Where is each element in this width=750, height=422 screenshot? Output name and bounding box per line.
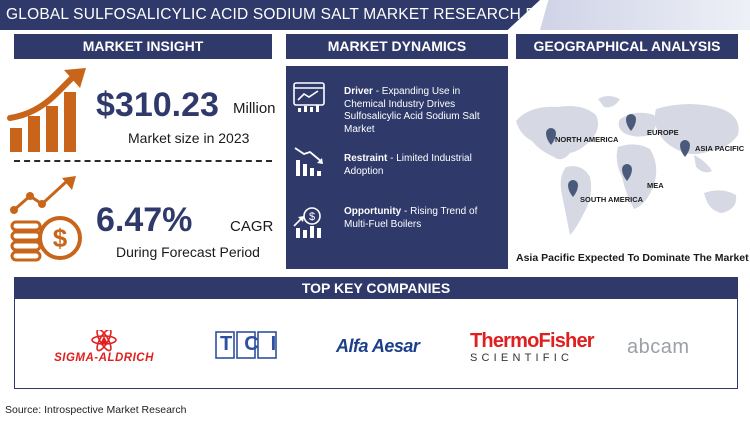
- cagr-value: 6.47%: [96, 201, 193, 239]
- geographical-analysis-heading: GEOGRAPHICAL ANALYSIS: [516, 34, 738, 59]
- restraint-item: Restraint - Limited Industrial Adoption: [344, 153, 504, 178]
- sigma-aldrich-logo: SIGMA-ALDRICH: [36, 328, 172, 373]
- world-map: [516, 96, 739, 235]
- opportunity-label: Opportunity: [344, 206, 402, 217]
- market-insight-heading: MARKET INSIGHT: [14, 34, 272, 59]
- top-key-companies-heading: TOP KEY COMPANIES: [14, 277, 738, 299]
- driver-item: Driver - Expanding Use in Chemical Indus…: [344, 86, 504, 136]
- region-label-mea: MEA: [647, 181, 664, 190]
- market-size-value: $310.23: [96, 86, 219, 124]
- region-label-north-america: NORTH AMERICA: [555, 135, 619, 144]
- declining-bars-icon: [294, 147, 323, 176]
- svg-text:$: $: [53, 223, 68, 253]
- tci-wordmark: TCI: [220, 333, 289, 355]
- market-dynamics-heading: MARKET DYNAMICS: [286, 34, 508, 59]
- opportunity-item: Opportunity - Rising Trend of Multi-Fuel…: [344, 206, 504, 231]
- market-dynamics-panel: Driver - Expanding Use in Chemical Indus…: [286, 66, 508, 269]
- region-label-south-america: SOUTH AMERICA: [580, 195, 644, 204]
- cagr-unit: CAGR: [230, 218, 274, 235]
- sigma-aldrich-wordmark: SIGMA-ALDRICH: [54, 352, 154, 364]
- driver-label: Driver: [344, 86, 373, 97]
- opportunity-text: - Rising Trend of Multi-Fuel Boilers: [344, 206, 478, 230]
- restraint-label: Restraint: [344, 153, 388, 164]
- growth-chart-icon: [7, 68, 86, 152]
- report-title-bar: GLOBAL SULFOSALICYLIC ACID SODIUM SALT M…: [0, 0, 540, 30]
- analytics-icon: [293, 82, 325, 112]
- coin-stack-icon: $: [10, 176, 82, 262]
- section-divider: [14, 160, 272, 162]
- tci-emblem: [215, 331, 277, 359]
- restraint-text: - Limited Industrial Adoption: [344, 153, 472, 177]
- cagr-caption: During Forecast Period: [116, 244, 260, 260]
- title-accent-stripe: [540, 0, 750, 30]
- region-label-europe: EUROPE: [647, 128, 679, 137]
- market-size-unit: Million: [233, 100, 276, 117]
- tci-logo: TCI: [214, 330, 278, 365]
- thermo-fisher-logo: ThermoFisher SCIENTIFIC: [470, 330, 595, 364]
- market-size-caption: Market size in 2023: [128, 130, 250, 146]
- alfa-aesar-logo: Alfa Aesar: [336, 336, 420, 356]
- geo-footnote: Asia Pacific Expected To Dominate The Ma…: [516, 252, 749, 264]
- dollar-growth-icon: $: [293, 207, 321, 238]
- driver-text: - Expanding Use in Chemical Industry Dri…: [344, 86, 480, 135]
- region-label-asia-pacific: ASIA PACIFIC: [695, 144, 745, 153]
- svg-text:$: $: [309, 211, 315, 223]
- thermo-fisher-scientific: SCIENTIFIC: [470, 352, 574, 364]
- sigma-aldrich-emblem: [91, 328, 117, 352]
- thermo-fisher-wordmark: ThermoFisher: [470, 330, 595, 352]
- report-title: GLOBAL SULFOSALICYLIC ACID SODIUM SALT M…: [6, 6, 591, 23]
- source-note: Source: Introspective Market Research: [5, 404, 187, 416]
- abcam-logo: abcam: [627, 336, 690, 358]
